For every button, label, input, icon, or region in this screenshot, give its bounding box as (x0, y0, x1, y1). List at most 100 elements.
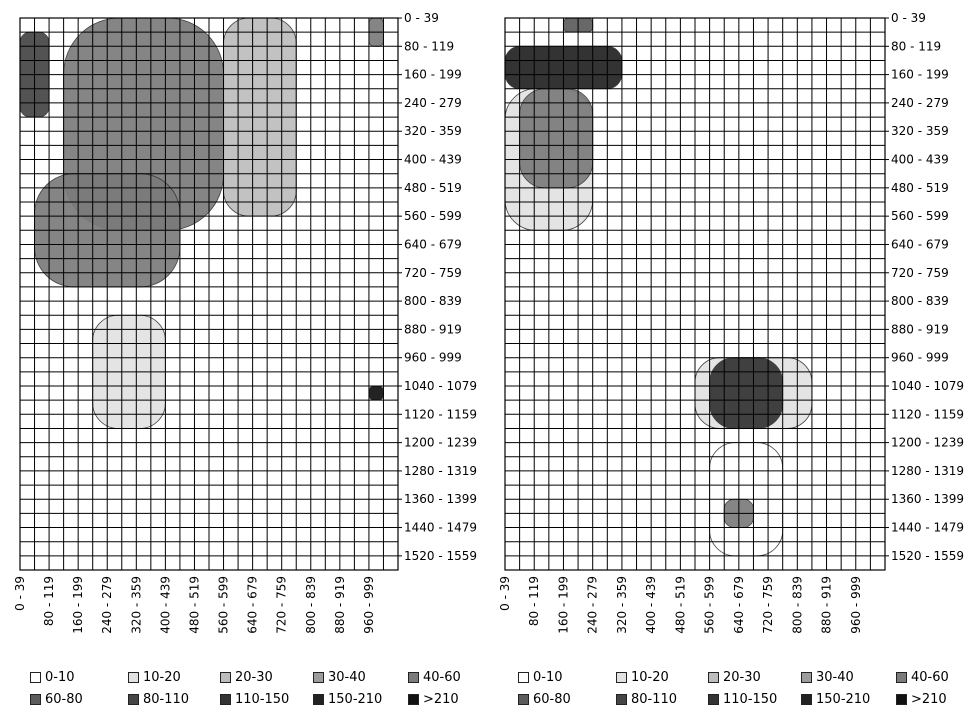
y-tick-label: 960 - 999 (404, 351, 462, 365)
heat-region-1-6 (709, 357, 784, 429)
y-tick-label: 1520 - 1559 (891, 549, 964, 563)
x-tick-label: 720 - 759 (761, 576, 775, 634)
x-tick-label: 640 - 679 (246, 576, 260, 634)
y-tick-label: 480 - 519 (404, 181, 462, 195)
x-tick-label: 720 - 759 (275, 576, 289, 634)
heat-region-0-6 (368, 385, 384, 401)
x-tick-label: 160 - 199 (556, 576, 570, 634)
legend-item: 0-10 (30, 670, 75, 685)
legend-label: 60-80 (533, 692, 571, 707)
legend-label: 10-20 (143, 670, 181, 685)
legend-item: 30-40 (313, 670, 366, 685)
heatmap-left: 0 - 39 80 - 119 160 - 199 240 - 279 320 - 35… (13, 11, 477, 634)
y-tick-label: 160 - 199 (404, 68, 462, 82)
x-tick-label: 0 - 39 (498, 576, 512, 611)
x-tick-label: 880 - 919 (820, 576, 834, 634)
x-tick-label: 320 - 359 (129, 576, 143, 634)
legend-item: 110-150 (708, 692, 777, 707)
heatmap-panel-right: 0 - 39 80 - 119 160 - 199 240 - 279 320 - 35… (490, 0, 971, 713)
x-tick-label: 400 - 439 (644, 576, 658, 634)
legend-item: 10-20 (128, 670, 181, 685)
x-tick-label: 480 - 519 (673, 576, 687, 634)
legend-label: 150-210 (816, 692, 871, 707)
legend-swatch (708, 694, 719, 705)
y-tick-label: 1200 - 1239 (891, 436, 964, 450)
y-tick-label: 400 - 439 (891, 153, 949, 167)
legend-item: 0-10 (518, 670, 563, 685)
legend-swatch (313, 694, 324, 705)
y-tick-label: 640 - 679 (891, 237, 949, 251)
legend-label: 150-210 (328, 692, 383, 707)
legend-item: 80-110 (128, 692, 189, 707)
x-tick-label: 80 - 119 (42, 576, 56, 626)
legend-swatch (408, 694, 419, 705)
x-tick-label: 560 - 599 (217, 576, 231, 634)
legend-swatch (30, 694, 41, 705)
y-tick-label: 80 - 119 (404, 39, 454, 53)
y-tick-label: 880 - 919 (891, 322, 949, 336)
legend-swatch (313, 672, 324, 683)
y-tick-label: 320 - 359 (404, 124, 462, 138)
legend-label: >210 (423, 692, 459, 707)
legend-label: 80-110 (143, 692, 190, 707)
y-tick-label: 800 - 839 (404, 294, 462, 308)
y-tick-label: 240 - 279 (891, 96, 949, 110)
x-tick-label: 400 - 439 (158, 576, 172, 634)
legend-swatch (128, 672, 139, 683)
x-tick-label: 80 - 119 (527, 576, 541, 626)
x-tick-label: 640 - 679 (732, 576, 746, 634)
legend-swatch (896, 672, 907, 683)
legend-item: 30-40 (801, 670, 854, 685)
x-tick-label: 560 - 599 (703, 576, 717, 634)
legend-label: 110-150 (723, 692, 778, 707)
legend-label: 0-10 (45, 670, 75, 685)
legend-item: 60-80 (518, 692, 571, 707)
legend-left: 0-10 10-20 20-30 30-40 40-60 60-80 80-110 110-1… (30, 668, 500, 713)
x-tick-label: 0 - 39 (13, 576, 27, 611)
legend-swatch (408, 672, 419, 683)
x-tick-label: 960 - 999 (362, 576, 376, 634)
y-tick-label: 1280 - 1319 (404, 464, 477, 478)
legend-label: 40-60 (423, 670, 461, 685)
x-tick-label: 800 - 839 (790, 576, 804, 634)
x-tick-label: 800 - 839 (304, 576, 318, 634)
y-tick-label: 960 - 999 (891, 351, 949, 365)
y-tick-label: 1040 - 1079 (891, 379, 964, 393)
legend-swatch (220, 672, 231, 683)
legend-swatch (801, 672, 812, 683)
legend-label: 60-80 (45, 692, 83, 707)
legend-item: 60-80 (30, 692, 83, 707)
heat-region-1-3 (519, 88, 594, 189)
y-tick-label: 1440 - 1479 (404, 521, 477, 535)
legend-item: >210 (408, 692, 459, 707)
y-tick-label: 720 - 759 (891, 266, 949, 280)
legend-item: 20-30 (220, 670, 273, 685)
legend-swatch (616, 672, 627, 683)
y-tick-label: 640 - 679 (404, 237, 462, 251)
legend-swatch (128, 694, 139, 705)
plot-border (19, 17, 399, 571)
legend-right: 0-10 10-20 20-30 30-40 40-60 60-80 80-110 110-1… (518, 668, 971, 713)
y-tick-label: 1360 - 1399 (404, 492, 477, 506)
legend-item: 80-110 (616, 692, 677, 707)
y-tick-label: 240 - 279 (404, 96, 462, 110)
y-tick-label: 160 - 199 (891, 68, 949, 82)
legend-swatch (616, 694, 627, 705)
x-tick-label: 240 - 279 (586, 576, 600, 634)
legend-item: 10-20 (616, 670, 669, 685)
y-tick-label: 1280 - 1319 (891, 464, 964, 478)
x-tick-label: 480 - 519 (187, 576, 201, 634)
legend-item: >210 (896, 692, 947, 707)
heatmap-panel-left: 0 - 39 80 - 119 160 - 199 240 - 279 320 - 35… (13, 11, 477, 707)
y-tick-label: 880 - 919 (404, 322, 462, 336)
plot-border (504, 17, 886, 571)
legend-item: 150-210 (801, 692, 870, 707)
legend-swatch (801, 694, 812, 705)
legend-label: 20-30 (723, 670, 761, 685)
legend-label: >210 (911, 692, 947, 707)
heatmap-right: 0 - 39 80 - 119 160 - 199 240 - 279 320 - 35… (498, 11, 964, 634)
legend-label: 40-60 (911, 670, 949, 685)
x-tick-label: 960 - 999 (849, 576, 863, 634)
y-tick-label: 400 - 439 (404, 153, 462, 167)
y-tick-label: 1520 - 1559 (404, 549, 477, 563)
